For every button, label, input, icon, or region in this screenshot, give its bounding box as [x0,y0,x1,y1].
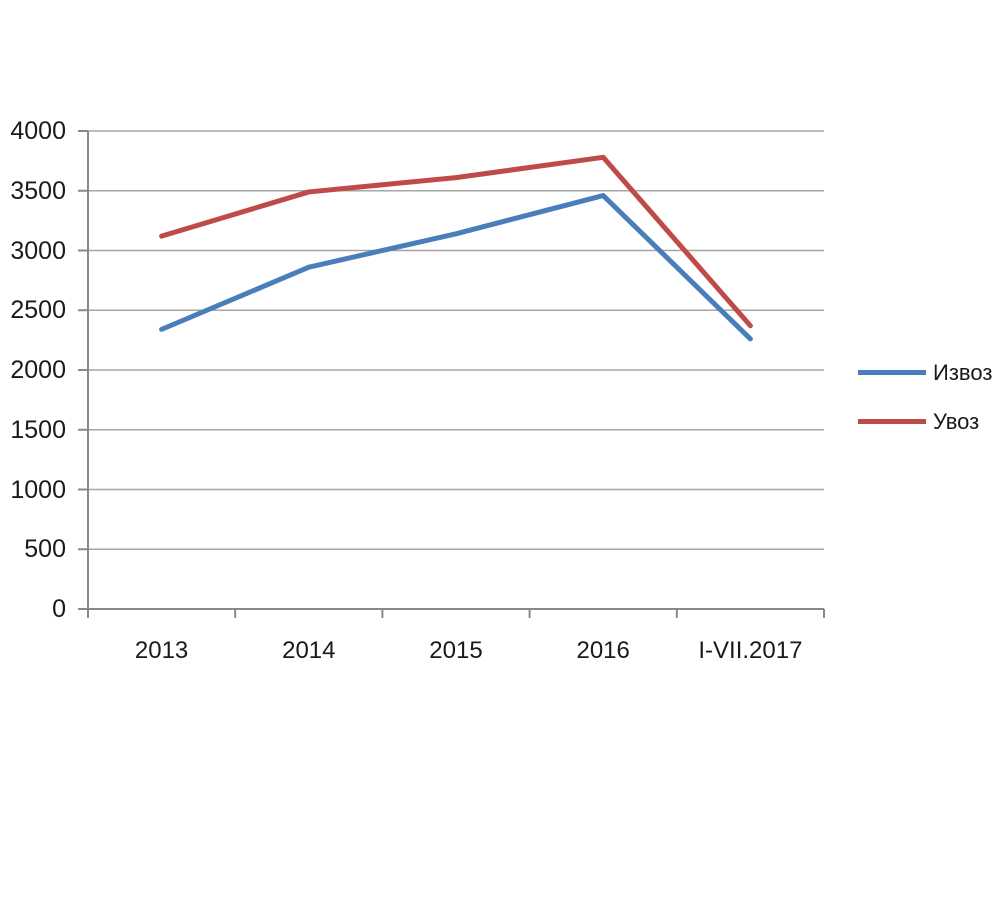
legend-item-2: Увоз [858,408,992,435]
y-tick-label: 500 [24,535,66,564]
legend-label: Извоз [933,359,993,385]
y-tick-label: 1500 [10,415,66,444]
y-tick-label: 2500 [10,296,66,325]
legend-line-swatch [858,370,926,375]
legend-item-1: Извоз [858,359,992,386]
legend-line-swatch [858,419,926,424]
x-tick-label: 2014 [282,637,336,664]
x-tick-label: 2016 [576,637,630,664]
legend-label: Увоз [933,408,980,434]
x-tick-label: I-VII.2017 [698,637,803,664]
y-tick-label: 2000 [10,356,66,384]
y-tick-label: 3000 [10,236,66,265]
y-tick-label: 4000 [10,117,66,145]
y-tick-label: 0 [52,595,66,623]
x-tick-label: 2015 [429,637,483,664]
x-tick-label: 2013 [134,637,189,664]
series-line-1 [159,193,753,342]
chart-legend: Извоз Увоз [858,359,992,435]
y-tick-label: 3500 [10,176,66,205]
y-tick-label: 1000 [10,475,66,504]
series-line-2 [159,154,753,329]
